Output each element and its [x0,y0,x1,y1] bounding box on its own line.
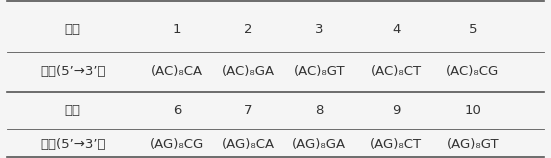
Text: 序列(5’→3’）: 序列(5’→3’） [40,138,105,151]
Text: (AG)₈CA: (AG)₈CA [222,138,274,151]
Text: 5: 5 [468,23,477,36]
Text: 6: 6 [172,103,181,117]
Text: 引物: 引物 [64,23,80,36]
Text: 10: 10 [464,103,481,117]
Text: 1: 1 [172,23,181,36]
Text: (AC)₈CT: (AC)₈CT [370,65,422,78]
Text: (AG)₈CT: (AG)₈CT [370,138,422,151]
Text: 9: 9 [392,103,400,117]
Text: (AG)₈GT: (AG)₈GT [446,138,499,151]
Text: 引物: 引物 [64,103,80,117]
Text: 4: 4 [392,23,400,36]
Text: (AC)₈GT: (AC)₈GT [294,65,345,78]
Text: 3: 3 [315,23,323,36]
Text: 2: 2 [244,23,252,36]
Text: (AG)₈CG: (AG)₈CG [150,138,204,151]
Text: 序列(5’→3’）: 序列(5’→3’） [40,65,105,78]
Text: (AC)₈CA: (AC)₈CA [151,65,203,78]
Text: (AC)₈CG: (AC)₈CG [446,65,500,78]
Text: 8: 8 [315,103,323,117]
Text: (AG)₈GA: (AG)₈GA [292,138,347,151]
Text: 7: 7 [244,103,252,117]
Text: (AC)₈GA: (AC)₈GA [222,65,274,78]
